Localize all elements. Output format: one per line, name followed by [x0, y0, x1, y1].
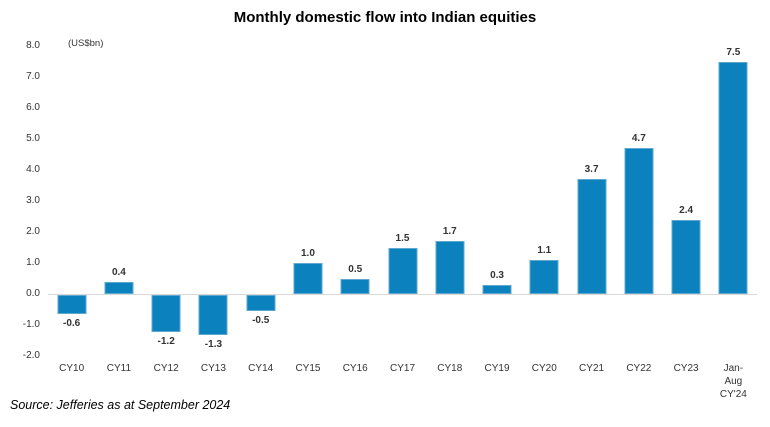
y-tick-label: 7.0 [26, 71, 40, 82]
y-tick-label: 8.0 [26, 40, 40, 51]
x-tick-label: CY18 [437, 363, 463, 374]
bar-cy13 [198, 295, 228, 336]
y-tick-label: 3.0 [26, 195, 40, 206]
chart-title: Monthly domestic flow into Indian equiti… [233, 9, 537, 26]
source-note: Source: Jefferies as at September 2024 [10, 398, 231, 412]
bar-cy22 [624, 148, 654, 294]
plot-area: -0.6 0.4 -1.2 -1.3 -0.5 1.0 0.5 1.5 1.7 0.3 1.1 3.7… [48, 46, 757, 356]
x-axis: CY10 CY11 CY12 CY13 CY14 CY15 CY16 CY17 CY18 CY19… [48, 362, 757, 400]
value-label: 0.5 [348, 263, 363, 275]
x-tick-label: CY23 [673, 363, 699, 374]
bar-cy12 [151, 295, 181, 333]
value-label: 7.5 [726, 46, 741, 58]
bar-cy14 [246, 295, 276, 311]
x-tick-label: CY14 [248, 363, 274, 374]
y-tick-label: 4.0 [26, 164, 40, 175]
value-label: 3.7 [584, 164, 599, 176]
y-tick-label: -2.0 [22, 350, 40, 361]
x-tick-label: CY15 [295, 363, 321, 374]
bar-cy11 [104, 281, 134, 294]
y-tick-label: 6.0 [26, 102, 40, 113]
value-label: 1.1 [537, 244, 552, 256]
value-label: 1.0 [301, 248, 315, 259]
bar-cy16 [340, 278, 370, 294]
y-axis: 8.0 7.0 6.0 5.0 4.0 3.0 2.0 1.0 0.0 -1.0 -2.0 [0, 40, 40, 361]
value-label: 1.7 [442, 226, 457, 238]
x-tick-label: CY10 [59, 363, 85, 374]
bar-cy18 [435, 241, 465, 294]
y-tick-label: 0.0 [26, 288, 40, 299]
bar-cy10 [57, 295, 87, 314]
bar-cy17 [388, 247, 417, 294]
value-label: 2.4 [679, 204, 694, 216]
x-tick-label: CY12 [153, 363, 179, 374]
x-tick-label: CY11 [106, 363, 132, 374]
x-tick-label: CY22 [626, 363, 652, 374]
x-tick-label: Jan-Aug CY'24 [719, 363, 747, 400]
value-label: -0.5 [252, 314, 270, 326]
value-label: -1.3 [204, 339, 223, 351]
value-label: 4.7 [631, 133, 646, 145]
bar-jan-aug-cy'24 [718, 61, 748, 294]
bar-cy23 [671, 219, 701, 294]
y-tick-label: -1.0 [22, 319, 40, 330]
x-tick-label: CY21 [579, 363, 605, 374]
x-tick-label: CY16 [342, 363, 368, 374]
value-label: -0.6 [63, 317, 81, 329]
value-label: 1.5 [395, 232, 410, 244]
bar-cy19 [482, 284, 512, 294]
value-label: -1.2 [157, 336, 175, 348]
x-tick-label: CY19 [484, 363, 510, 374]
x-tick-label: CY20 [531, 363, 557, 374]
value-label: 0.3 [490, 269, 504, 281]
x-tick-label: CY17 [389, 363, 416, 374]
zero-axis-line [48, 294, 757, 295]
value-label: 0.4 [111, 266, 126, 278]
bar-cy21 [577, 179, 607, 294]
y-tick-label: 5.0 [26, 133, 40, 144]
axis-unit-label: (US$bn) [68, 38, 104, 49]
y-tick-label: 1.0 [26, 257, 40, 268]
bar-cy15 [293, 263, 323, 294]
x-tick-label: CY13 [200, 363, 226, 374]
bar-cy20 [529, 259, 559, 294]
y-tick-label: 2.0 [26, 226, 40, 237]
